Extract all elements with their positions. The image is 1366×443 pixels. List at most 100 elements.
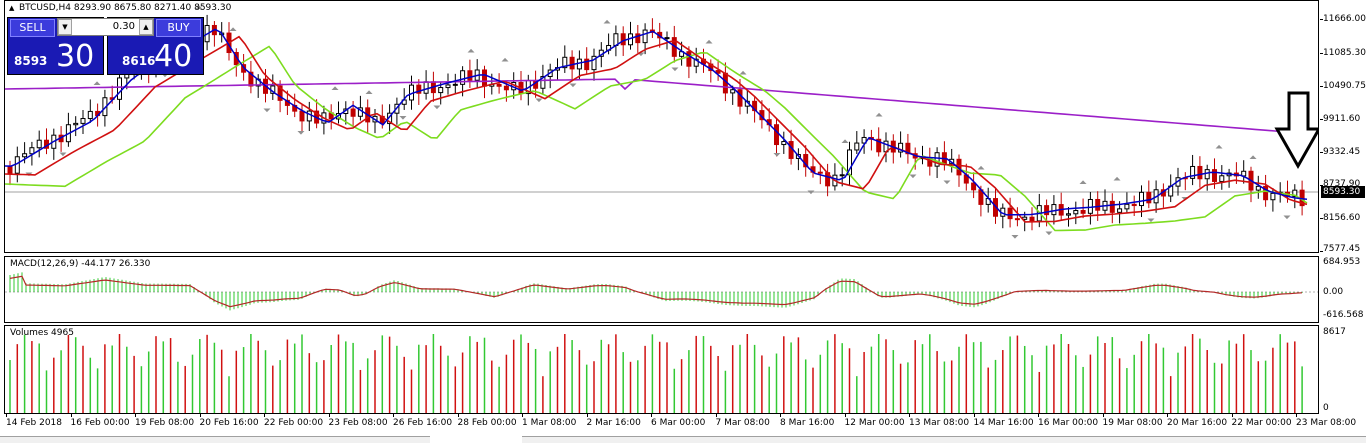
time-tick <box>457 413 459 417</box>
time-axis: 14 Feb 2018 16 Feb 00:00 19 Feb 08:00 20 Fe… <box>4 413 1356 433</box>
candle-body <box>861 136 867 144</box>
fractal-up-icon: ⏶ <box>331 84 339 95</box>
candle-body <box>715 70 721 74</box>
time-tick <box>909 413 910 417</box>
lot-decrease-button[interactable]: ▼ <box>58 19 72 35</box>
candle-body <box>1066 213 1071 216</box>
tab-bar-right <box>522 436 1366 443</box>
fractal-up-icon: ⏶ <box>1249 152 1257 163</box>
candle-body <box>642 29 648 44</box>
candle-body <box>839 174 845 177</box>
time-label: 1 Mar 08:00 <box>522 418 577 428</box>
time-tick <box>393 413 394 417</box>
price-tick: 10490.75 <box>1323 81 1366 91</box>
candle-body <box>664 37 670 40</box>
collapse-triangle-icon[interactable]: ▲ <box>9 4 15 12</box>
macd-canvas[interactable] <box>5 257 1319 323</box>
candle-body <box>591 55 597 71</box>
price-tick: 8737.90 <box>1323 179 1361 189</box>
time-label: 7 Mar 08:00 <box>715 418 770 428</box>
volume-tick: 8617 <box>1323 327 1346 337</box>
candle-body <box>1073 210 1079 215</box>
time-label: 22 Feb 00:00 <box>264 418 324 428</box>
candle-body <box>854 142 860 151</box>
candle-body <box>482 69 487 87</box>
candle-body <box>569 56 575 70</box>
time-label: 19 Mar 08:00 <box>1102 418 1163 428</box>
candle-body <box>299 110 305 122</box>
time-label: 26 Feb 16:00 <box>393 418 453 428</box>
time-label: 12 Mar 00:00 <box>844 418 905 428</box>
volume-canvas[interactable] <box>5 326 1319 414</box>
candle-body <box>241 64 247 73</box>
fractal-up-icon: ⏶ <box>1215 142 1223 153</box>
macd-tick: 0.00 <box>1323 287 1344 297</box>
time-tick <box>70 413 72 417</box>
price-chart-panel[interactable]: ⏷⏷⏶⏶⏷⏶⏶⏷⏷⏶⏶⏷⏷⏶⏶⏷⏷⏶⏷⏷⏶⏶⏷⏷⏶⏶⏷⏷⏶⏷⏷⏶⏶⏷⏷⏶⏶⏷ B… <box>4 0 1319 253</box>
fractal-down-icon: ⏷ <box>399 113 407 124</box>
time-label: 19 Feb 08:00 <box>135 418 195 428</box>
lot-increase-button[interactable]: ▲ <box>139 19 153 35</box>
fractal-down-icon: ⏷ <box>569 81 577 92</box>
volume-panel[interactable]: Volumes 4965 <box>4 325 1319 414</box>
time-label: 2 Mar 16:00 <box>586 418 641 428</box>
candle-body <box>1146 191 1152 204</box>
candle-body <box>117 77 122 100</box>
sell-price-prefix: 8593 <box>14 54 48 68</box>
lot-size-field[interactable]: ▼ 0.30 ▲ <box>57 18 154 36</box>
time-label: 28 Feb 00:00 <box>457 418 517 428</box>
volume-axis: 8617 0 <box>1320 325 1366 414</box>
time-tick <box>1167 413 1168 417</box>
candle-body <box>1204 169 1210 180</box>
price-axis: 11666.00 11085.30 10490.75 9911.60 9332.… <box>1320 0 1366 254</box>
fractal-up-icon: ⏶ <box>229 24 237 35</box>
candle-body <box>693 58 699 67</box>
time-tick <box>1296 413 1297 417</box>
candle-body <box>905 142 911 155</box>
price-tick: 9332.45 <box>1323 147 1361 157</box>
candle-body <box>438 87 444 94</box>
candle-body <box>803 154 809 168</box>
time-tick <box>973 413 975 417</box>
fractal-down-icon: ⏷ <box>433 103 441 114</box>
fractal-up-icon: ⏶ <box>977 163 985 174</box>
time-tick <box>328 413 330 417</box>
macd-title: MACD(12,26,9) -44.177 26.330 <box>10 259 151 269</box>
macd-axis: 684.953 0.00 -616.568 <box>1320 256 1366 323</box>
lot-size-value[interactable]: 0.30 <box>112 21 135 32</box>
candle-body <box>1190 165 1196 179</box>
time-tick <box>586 413 588 417</box>
candle-body <box>87 110 93 120</box>
candle-body <box>635 33 641 44</box>
time-tick <box>715 413 717 417</box>
fractal-up-icon: ⏶ <box>841 137 849 148</box>
ma-red-line <box>5 35 1308 223</box>
price-chart-canvas[interactable]: ⏷⏷⏶⏶⏷⏶⏶⏷⏷⏶⏶⏷⏷⏶⏶⏷⏷⏶⏷⏷⏶⏶⏷⏷⏶⏶⏷⏷⏶⏷⏷⏶⏶⏷⏷⏶⏶⏷ <box>5 1 1319 253</box>
time-tick <box>1102 413 1104 417</box>
fractal-up-icon: ⏶ <box>365 87 373 98</box>
time-label: 14 Mar 16:00 <box>973 418 1034 428</box>
candle-body <box>971 182 977 191</box>
candle-body <box>496 83 502 87</box>
current-price-label: 8593.30 <box>1321 186 1365 198</box>
time-tick <box>651 413 652 417</box>
time-tick <box>6 413 7 417</box>
fractal-up-icon: ⏶ <box>195 3 203 14</box>
time-label: 14 Feb 2018 <box>6 418 63 428</box>
time-label: 6 Mar 00:00 <box>651 418 706 428</box>
buy-label: BUY <box>156 19 201 37</box>
macd-tick: -616.568 <box>1323 310 1364 320</box>
candle-body <box>36 139 42 149</box>
candle-body <box>562 56 568 69</box>
fractal-up-icon: ⏶ <box>467 46 475 57</box>
ma-green-line <box>5 45 1308 232</box>
fractal-up-icon: ⏶ <box>875 110 883 121</box>
fractal-up-icon: ⏶ <box>603 17 611 28</box>
price-tick: 8156.60 <box>1323 213 1361 223</box>
macd-panel[interactable]: MACD(12,26,9) -44.177 26.330 <box>4 256 1319 323</box>
candle-body <box>1109 200 1115 213</box>
time-tick <box>264 413 265 417</box>
time-tick <box>199 413 201 417</box>
candle-body <box>1197 165 1203 180</box>
time-tick <box>780 413 781 417</box>
